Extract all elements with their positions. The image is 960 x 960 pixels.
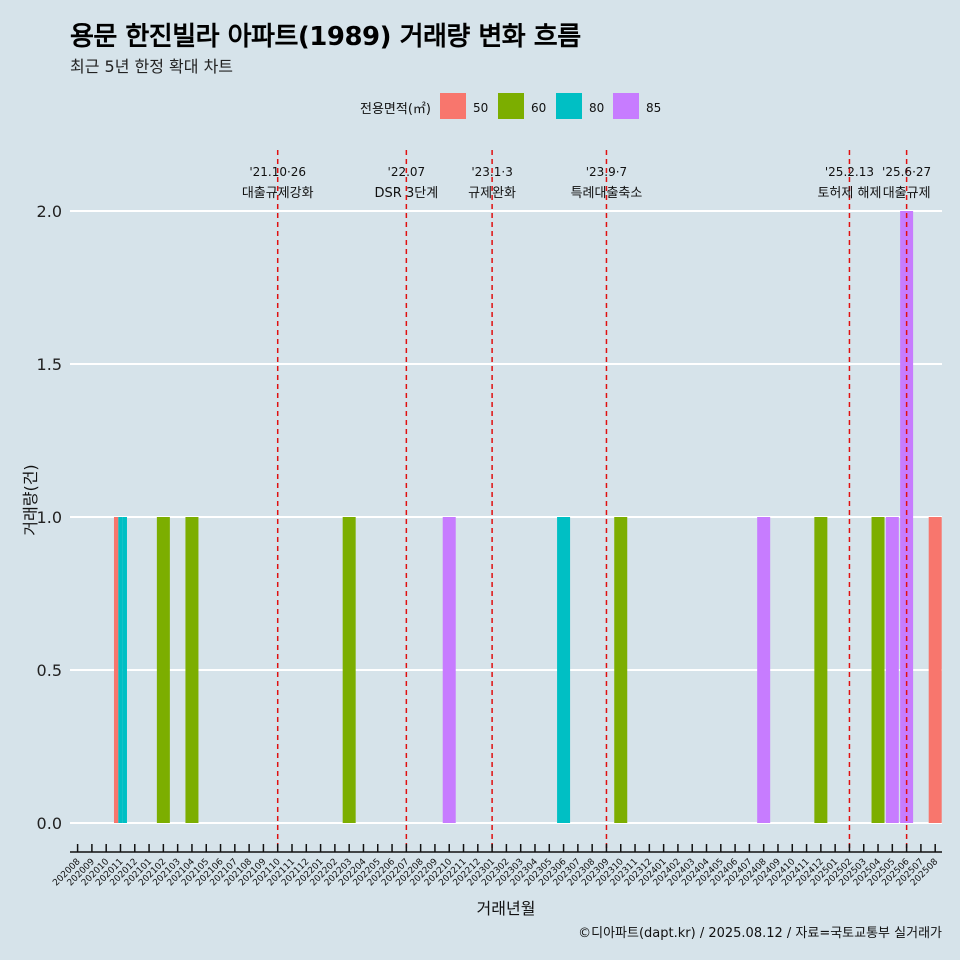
event-date: '21.10·26 xyxy=(249,165,306,179)
x-axis-title: 거래년월 xyxy=(477,899,536,918)
y-tick-label: 0.0 xyxy=(37,814,62,833)
legend-swatch xyxy=(556,93,582,119)
legend-swatch xyxy=(440,93,466,119)
y-tick-label: 1.5 xyxy=(37,355,62,374)
bar xyxy=(614,517,628,823)
event-date: '23.9·7 xyxy=(586,165,627,179)
bar xyxy=(185,517,199,823)
bar xyxy=(113,517,119,823)
bar xyxy=(814,517,828,823)
event-label: 대출규제 xyxy=(883,186,931,201)
event-label: 토허제 해제 xyxy=(817,186,881,201)
bar xyxy=(871,517,885,823)
legend-title: 전용면적(㎡) xyxy=(360,102,431,117)
legend-label: 80 xyxy=(589,101,604,115)
bar xyxy=(757,517,771,823)
legend-label: 60 xyxy=(531,101,546,115)
bar xyxy=(557,517,571,823)
chart-subtitle: 최근 5년 한정 확대 차트 xyxy=(70,57,234,76)
event-date: '22.07 xyxy=(388,165,426,179)
bar xyxy=(118,517,123,823)
bar xyxy=(122,517,127,823)
bar xyxy=(885,517,899,823)
legend-swatch xyxy=(498,93,524,119)
event-date: '25.2.13 xyxy=(825,165,874,179)
source-caption: ©디아파트(dapt.kr) / 2025.08.12 / 자료=국토교통부 실… xyxy=(578,926,942,941)
event-date: '25.6·27 xyxy=(882,165,931,179)
bar xyxy=(442,517,456,823)
legend-label: 50 xyxy=(473,101,488,115)
chart-title: 용문 한진빌라 아파트(1989) 거래량 변화 흐름 xyxy=(70,22,581,52)
event-date: '23.1·3 xyxy=(471,165,512,179)
event-label: 특례대출축소 xyxy=(571,186,643,201)
y-tick-label: 2.0 xyxy=(37,202,62,221)
legend-label: 85 xyxy=(646,101,661,115)
event-label: 대출규제강화 xyxy=(242,186,314,201)
event-label: 규제완화 xyxy=(468,186,516,201)
bar xyxy=(156,517,170,823)
event-label: DSR 3단계 xyxy=(375,186,439,201)
bar xyxy=(342,517,356,823)
y-axis-title: 거래량(건) xyxy=(21,464,40,535)
legend-swatch xyxy=(613,93,639,119)
y-tick-label: 0.5 xyxy=(37,661,62,680)
y-tick-label: 1.0 xyxy=(37,508,62,527)
bar xyxy=(900,211,914,823)
bar xyxy=(928,517,942,823)
